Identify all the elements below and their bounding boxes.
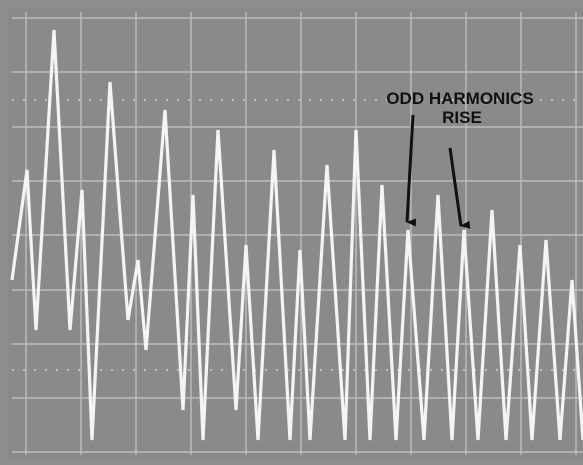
annotation-text: RISE: [442, 108, 482, 127]
annotation-text: ODD HARMONICS: [386, 89, 533, 108]
arrow: [405, 114, 417, 227]
waveform: [10, 29, 583, 441]
arrow: [448, 147, 471, 229]
